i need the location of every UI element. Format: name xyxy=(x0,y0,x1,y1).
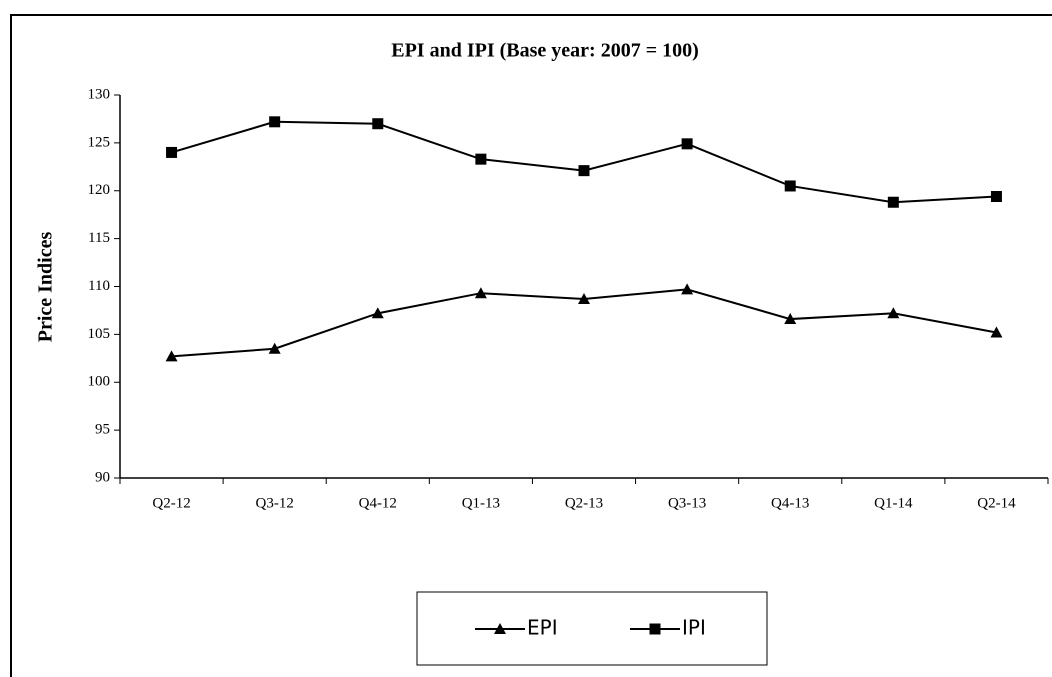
data-point xyxy=(681,138,693,150)
data-point xyxy=(990,190,1002,202)
y-axis-label: Price Indices xyxy=(35,232,57,343)
chart-border xyxy=(10,14,1052,677)
data-point xyxy=(578,292,590,304)
legend-marker xyxy=(494,623,506,634)
y-tick-label: 130 xyxy=(88,86,111,102)
x-tick-label: Q1-13 xyxy=(462,495,500,511)
y-tick-label: 100 xyxy=(88,374,111,390)
x-tick-label: Q3-12 xyxy=(256,495,294,511)
x-tick-label: Q1-14 xyxy=(874,495,913,511)
y-tick-label: 110 xyxy=(88,278,110,294)
data-point xyxy=(578,165,590,177)
y-tick-label: 115 xyxy=(88,230,110,246)
y-tick-label: 105 xyxy=(88,326,111,342)
x-tick-label: Q4-13 xyxy=(771,495,809,511)
x-tick-label: Q4-12 xyxy=(359,495,397,511)
x-tick-label: Q2-14 xyxy=(977,495,1016,511)
y-tick-label: 95 xyxy=(95,422,110,438)
data-point xyxy=(990,326,1003,338)
data-point xyxy=(784,180,796,192)
data-point xyxy=(165,350,178,362)
data-point xyxy=(269,116,281,128)
chart-title: EPI and IPI (Base year: 2007 = 100) xyxy=(391,40,699,62)
data-point xyxy=(268,342,281,354)
y-tick-label: 125 xyxy=(88,134,111,150)
data-point xyxy=(887,196,899,208)
x-tick-label: Q3-13 xyxy=(668,495,706,511)
legend-marker xyxy=(649,623,661,635)
series-line xyxy=(171,120,997,204)
y-tick-label: 120 xyxy=(88,182,111,198)
data-point xyxy=(166,146,178,158)
legend-label: EPI xyxy=(527,616,558,640)
y-tick-label: 90 xyxy=(95,469,110,485)
data-point xyxy=(475,153,487,165)
legend-box xyxy=(416,591,768,666)
x-tick-label: Q2-13 xyxy=(565,495,603,511)
data-point xyxy=(474,287,487,299)
data-point xyxy=(372,118,384,130)
data-point xyxy=(784,313,797,325)
legend-label: IPI xyxy=(682,616,706,640)
data-point xyxy=(681,283,694,295)
data-point xyxy=(887,307,900,319)
x-tick-label: Q2-12 xyxy=(152,495,190,511)
data-point xyxy=(371,307,384,319)
